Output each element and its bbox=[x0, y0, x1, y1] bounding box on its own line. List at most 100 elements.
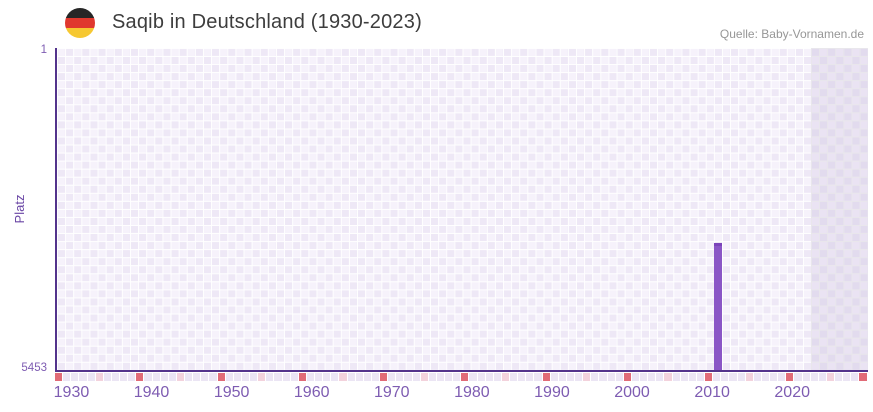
x-axis-label: 1970 bbox=[373, 384, 410, 401]
strip-cell bbox=[566, 373, 574, 381]
strip-cell bbox=[493, 373, 501, 381]
strip-cell bbox=[810, 373, 818, 381]
strip-cell bbox=[420, 373, 428, 381]
x-axis-label: 1960 bbox=[293, 384, 330, 401]
strip-cell bbox=[380, 373, 388, 381]
strip-cell bbox=[103, 373, 111, 381]
x-axis-label: 1950 bbox=[213, 384, 250, 401]
page-title: Saqib in Deutschland (1930-2023) bbox=[112, 11, 422, 33]
strip-cell bbox=[290, 373, 298, 381]
strip-cell bbox=[786, 373, 794, 381]
strip-cell bbox=[501, 373, 509, 381]
strip-cell bbox=[201, 373, 209, 381]
strip-cell bbox=[818, 373, 826, 381]
no-data-zone bbox=[811, 48, 868, 370]
strip-cell bbox=[404, 373, 412, 381]
strip-cell bbox=[331, 373, 339, 381]
strip-cell bbox=[176, 373, 184, 381]
strip-cell bbox=[664, 373, 672, 381]
strip-cell bbox=[71, 373, 79, 381]
strip-cell bbox=[721, 373, 729, 381]
strip-cell bbox=[63, 373, 71, 381]
strip-cell bbox=[696, 373, 704, 381]
strip-cell bbox=[111, 373, 119, 381]
strip-cell bbox=[648, 373, 656, 381]
strip-cell bbox=[680, 373, 688, 381]
strip-cell bbox=[705, 373, 713, 381]
german-flag-icon bbox=[65, 8, 95, 38]
year-strip bbox=[55, 373, 867, 381]
strip-cell bbox=[306, 373, 314, 381]
strip-cell bbox=[436, 373, 444, 381]
y-axis-title: Platz bbox=[11, 194, 27, 224]
strip-cell bbox=[672, 373, 680, 381]
strip-cell bbox=[631, 373, 639, 381]
strip-cell bbox=[217, 373, 225, 381]
strip-cell bbox=[485, 373, 493, 381]
x-axis-label: 2020 bbox=[774, 384, 810, 401]
strip-cell bbox=[363, 373, 371, 381]
strip-cell bbox=[550, 373, 558, 381]
strip-cell bbox=[688, 373, 696, 381]
strip-cell bbox=[185, 373, 193, 381]
strip-cell bbox=[843, 373, 851, 381]
x-axis-label: 1990 bbox=[534, 384, 570, 401]
strip-cell bbox=[144, 373, 152, 381]
strip-cell bbox=[453, 373, 461, 381]
strip-cell bbox=[152, 373, 160, 381]
x-axis-label: 1980 bbox=[454, 384, 490, 401]
strip-cell bbox=[542, 373, 550, 381]
flag-stripe-red bbox=[65, 18, 95, 28]
strip-cell bbox=[526, 373, 534, 381]
strip-cell bbox=[209, 373, 217, 381]
strip-cell bbox=[835, 373, 843, 381]
strip-cell bbox=[371, 373, 379, 381]
flag-stripe-gold bbox=[65, 28, 95, 38]
strip-cell bbox=[510, 373, 518, 381]
strip-cell bbox=[87, 373, 95, 381]
strip-cell bbox=[737, 373, 745, 381]
strip-cell bbox=[250, 373, 258, 381]
source-label: Quelle: Baby-Vornamen.de bbox=[719, 27, 864, 41]
y-axis-tick-bottom: 5453 bbox=[21, 362, 47, 374]
strip-cell bbox=[241, 373, 249, 381]
strip-cell bbox=[599, 373, 607, 381]
strip-cell bbox=[826, 373, 834, 381]
strip-cell bbox=[745, 373, 753, 381]
strip-cell bbox=[168, 373, 176, 381]
strip-cell bbox=[428, 373, 436, 381]
strip-cell bbox=[778, 373, 786, 381]
strip-cell bbox=[591, 373, 599, 381]
strip-cell bbox=[233, 373, 241, 381]
strip-cell bbox=[95, 373, 103, 381]
strip-cell bbox=[355, 373, 363, 381]
strip-cell bbox=[258, 373, 266, 381]
strip-cell bbox=[347, 373, 355, 381]
strip-cell bbox=[534, 373, 542, 381]
x-axis-label: 2000 bbox=[614, 384, 650, 401]
strip-cell bbox=[225, 373, 233, 381]
strip-cell bbox=[339, 373, 347, 381]
strip-cell bbox=[461, 373, 469, 381]
strip-cell bbox=[558, 373, 566, 381]
x-axis-label: 1930 bbox=[53, 384, 90, 401]
strip-cell bbox=[640, 373, 648, 381]
strip-cell bbox=[445, 373, 453, 381]
strip-cell bbox=[55, 373, 63, 381]
y-axis-tick-top: 1 bbox=[40, 44, 47, 56]
strip-cell bbox=[193, 373, 201, 381]
strip-cell bbox=[315, 373, 323, 381]
x-axis-labels: 1930 1940 1950 1960 1970 1980 1990 2000 2010 2020 bbox=[53, 384, 866, 406]
strip-cell bbox=[323, 373, 331, 381]
flag-stripe-black bbox=[65, 8, 95, 18]
strip-cell bbox=[396, 373, 404, 381]
strip-cell bbox=[128, 373, 136, 381]
strip-cell bbox=[859, 373, 867, 381]
strip-cell bbox=[79, 373, 87, 381]
rank-bar[interactable] bbox=[713, 242, 723, 370]
plot-area bbox=[55, 48, 868, 372]
strip-cell bbox=[266, 373, 274, 381]
strip-cell bbox=[282, 373, 290, 381]
strip-cell bbox=[575, 373, 583, 381]
strip-cell bbox=[388, 373, 396, 381]
